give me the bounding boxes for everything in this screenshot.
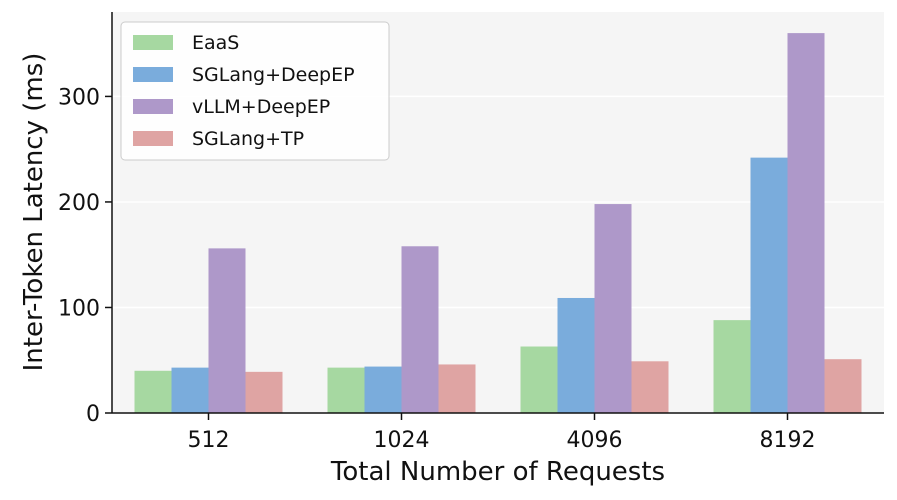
legend-label: EaaS	[192, 32, 239, 54]
bar	[134, 370, 172, 413]
legend-swatch	[133, 35, 173, 50]
bar	[824, 359, 862, 413]
bar	[401, 246, 439, 413]
y-tick-label: 0	[86, 402, 100, 427]
legend-swatch	[133, 99, 173, 114]
bar	[787, 33, 825, 414]
x-tick-label: 8192	[760, 428, 816, 453]
bar	[594, 204, 632, 413]
bar	[245, 371, 283, 413]
bar	[438, 364, 476, 413]
bar	[520, 346, 558, 413]
legend-swatch	[133, 67, 173, 82]
y-tick-label: 300	[58, 85, 100, 110]
legend-label: SGLang+TP	[192, 128, 304, 150]
legend-label: vLLM+DeepEP	[192, 96, 330, 118]
bar	[171, 367, 209, 413]
bar	[557, 297, 595, 413]
bar	[631, 361, 669, 413]
y-tick-label: 100	[58, 296, 100, 321]
legend-label: SGLang+DeepEP	[192, 64, 355, 86]
bar	[713, 320, 751, 413]
bar	[750, 157, 788, 413]
bar	[208, 248, 246, 413]
y-ticks: 0 100 200 300	[58, 85, 112, 427]
bars	[134, 33, 862, 414]
x-axis-title: Total Number of Requests	[330, 457, 665, 487]
y-axis-title: Inter-Token Latency (ms)	[19, 53, 49, 372]
x-tick-label: 4096	[567, 428, 623, 453]
bar	[364, 366, 402, 413]
legend: EaaS SGLang+DeepEP vLLM+DeepEP SGLang+TP	[120, 21, 390, 161]
legend-swatch	[133, 131, 173, 146]
x-tick-label: 1024	[374, 428, 430, 453]
y-tick-label: 200	[58, 191, 100, 216]
bar	[327, 367, 365, 413]
x-tick-label: 512	[188, 428, 230, 453]
legend-frame	[120, 21, 390, 161]
x-ticks: 512 1024 4096 8192	[188, 413, 816, 453]
